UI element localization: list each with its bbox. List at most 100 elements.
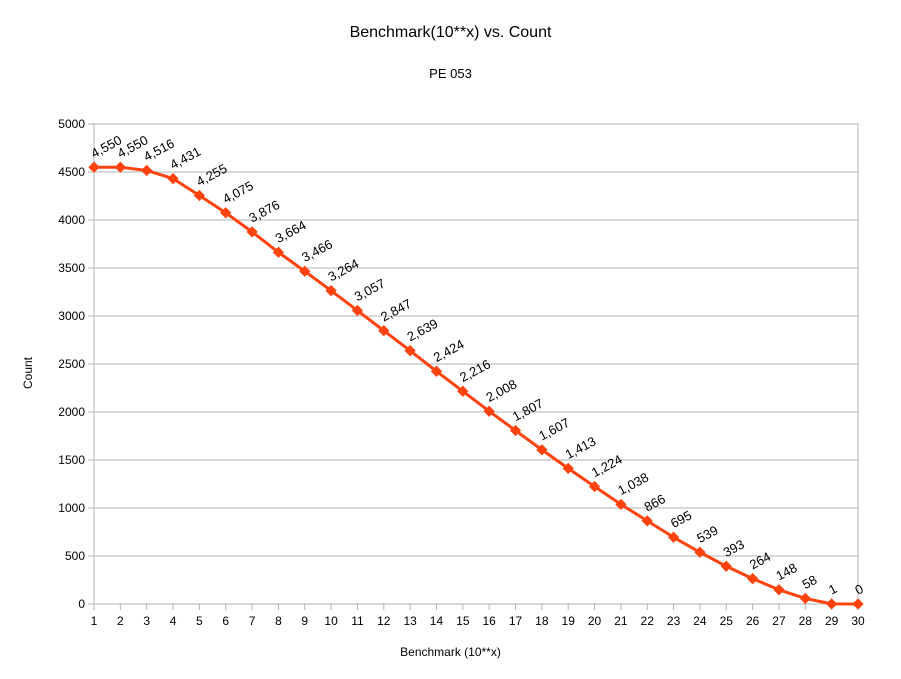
data-point [378,325,390,337]
y-tick-label: 500 [65,549,85,563]
data-label: 1,413 [563,433,599,462]
x-tick-label: 3 [143,614,150,628]
data-label: 1,038 [615,469,651,498]
data-point [167,172,179,185]
data-label: 866 [642,491,668,514]
data-label: 1 [826,581,839,598]
data-point [536,444,548,456]
x-tick-label: 15 [456,614,470,628]
data-label: 2,424 [431,336,467,365]
x-tick-label: 21 [614,614,628,628]
data-point [430,365,443,377]
x-tick-label: 11 [351,614,364,628]
x-tick-label: 16 [482,614,496,628]
data-point [562,462,574,475]
y-tick-label: 2500 [58,357,85,371]
data-label: 0 [852,581,865,598]
series-line [94,165,859,606]
data-label: 1,607 [536,415,572,444]
chart-title: Benchmark(10**x) vs. Count [349,24,552,41]
y-tick-label: 0 [78,597,85,611]
data-point [299,265,311,277]
x-tick-label: 13 [403,614,417,628]
data-point [483,405,495,417]
x-tick-label: 2 [117,614,124,628]
x-tick-label: 8 [275,614,282,628]
data-point [325,284,337,297]
x-tick-label: 17 [509,614,523,628]
y-tick-label: 4500 [58,165,85,179]
data-point [457,385,469,397]
x-tick-label: 19 [562,614,576,628]
y-tick-label: 3000 [58,309,85,323]
y-tick-label: 5000 [58,117,85,131]
x-tick-label: 1 [91,614,98,628]
x-tick-label: 25 [720,614,734,628]
x-axis-label: Benchmark (10**x) [400,645,501,659]
x-tick-label: 29 [825,614,839,628]
data-point [141,164,153,177]
data-point [799,592,811,605]
data-point [694,546,706,558]
data-label: 1,807 [510,396,546,425]
x-tick-label: 18 [535,614,549,628]
chart-subtitle: PE 053 [429,66,472,81]
data-label: 264 [747,549,773,572]
x-tick-label: 22 [641,614,655,628]
x-tick-label: 30 [851,614,865,628]
data-label: 539 [694,522,720,545]
x-tick-label: 4 [170,614,177,628]
data-point [246,226,258,238]
data-label: 2,008 [484,376,520,405]
y-tick-label: 1000 [58,501,85,515]
y-tick-label: 4000 [58,213,85,227]
x-tick-label: 12 [377,614,391,628]
x-tick-label: 20 [588,614,602,628]
y-tick-label: 3500 [58,261,85,275]
x-tick-label: 24 [693,614,707,628]
y-tick-label: 1500 [58,453,85,467]
x-tick-label: 10 [324,614,338,628]
data-label: 1,224 [589,452,625,481]
x-tick-label: 27 [772,614,786,628]
data-point [114,161,127,173]
data-point [720,560,732,572]
data-point [773,584,785,596]
x-tick-label: 6 [222,614,229,628]
x-tick-label: 26 [746,614,760,628]
data-point [404,344,416,357]
data-point [615,498,627,511]
x-tick-label: 14 [430,614,444,628]
data-point [641,515,653,527]
data-point [220,207,232,219]
data-point [351,304,364,317]
data-point [88,161,100,173]
data-label: 2,639 [405,316,441,345]
data-point [746,572,759,585]
data-label: 2,847 [378,296,414,325]
data-label: 148 [773,560,799,583]
x-tick-label: 7 [249,614,256,628]
x-tick-label: 5 [196,614,203,628]
data-label: 4,075 [220,178,256,207]
data-label: 2,216 [457,356,493,385]
data-label: 695 [668,507,694,530]
data-point [852,598,864,610]
data-label: 3,876 [246,197,282,226]
data-point [825,598,838,610]
data-label: 3,264 [325,256,361,285]
data-point [193,189,206,202]
x-tick-label: 23 [667,614,681,628]
data-point [667,531,680,543]
data-label: 3,664 [273,217,309,246]
y-tick-label: 2000 [58,405,85,419]
data-label: 58 [800,572,820,592]
plot-frame [93,123,859,605]
x-tick-label: 9 [301,614,308,628]
x-tick-label: 28 [799,614,813,628]
data-label: 4,255 [194,161,230,190]
data-point [588,480,601,493]
data-label: 3,057 [352,276,388,305]
data-label: 3,466 [299,236,335,265]
